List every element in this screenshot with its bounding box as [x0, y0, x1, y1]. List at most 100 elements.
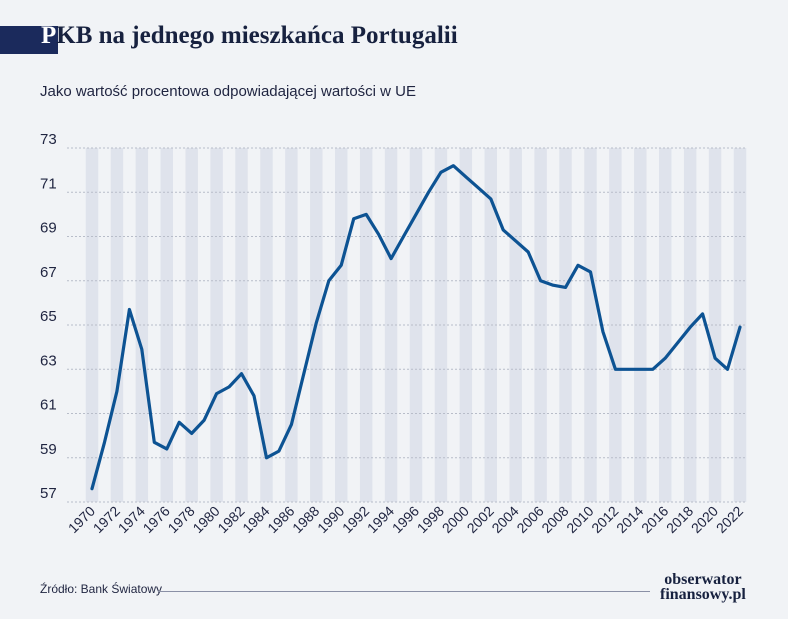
data-point [277, 449, 281, 453]
data-point [178, 421, 181, 424]
data-point [227, 385, 231, 389]
data-point [364, 213, 368, 216]
x-tick-label: 2004 [488, 503, 521, 536]
x-tick-label: 1994 [364, 503, 397, 536]
data-point [302, 372, 306, 375]
year-stripe [235, 148, 248, 502]
x-tick-label: 2018 [663, 503, 696, 536]
data-point [252, 394, 256, 397]
y-tick-label: 59 [40, 441, 57, 458]
data-point [639, 368, 642, 371]
data-point [713, 356, 717, 360]
x-tick-label: 1998 [414, 503, 447, 536]
title-text: KB na jednego mieszkańca Portugalii [56, 22, 458, 49]
year-stripe [559, 148, 572, 502]
data-point [315, 321, 318, 324]
data-point [115, 390, 119, 393]
year-stripe [135, 148, 149, 502]
year-stripe [260, 148, 273, 502]
x-tick-label: 1974 [115, 503, 148, 536]
data-point [477, 186, 480, 190]
data-point [402, 235, 405, 238]
data-point [240, 372, 243, 375]
x-tick-label: 1976 [140, 503, 173, 536]
chart-subtitle: Jako wartość procentowa odpowiadającej w… [40, 83, 417, 100]
data-point [526, 250, 530, 254]
x-tick-label: 2020 [688, 503, 721, 536]
data-point [514, 239, 517, 243]
y-tick-label: 65 [40, 308, 57, 325]
data-point [165, 447, 168, 451]
x-tick-label: 2016 [638, 503, 671, 536]
data-point [489, 197, 492, 201]
y-tick-label: 67 [40, 264, 57, 281]
data-point [464, 175, 468, 178]
y-tick-label: 69 [40, 220, 57, 237]
data-point [651, 368, 654, 371]
data-point [427, 191, 430, 194]
x-tick-label: 1978 [164, 503, 197, 536]
data-point [601, 330, 605, 333]
x-tick-label: 1992 [339, 503, 372, 536]
data-point [265, 456, 268, 459]
x-tick-label: 2012 [588, 503, 621, 536]
x-tick-label: 1988 [289, 503, 322, 536]
year-stripe [584, 148, 597, 502]
data-point [502, 228, 505, 232]
data-point [626, 368, 630, 371]
x-tick-label: 2010 [563, 503, 596, 536]
data-point [439, 171, 443, 174]
data-point [551, 283, 555, 287]
data-point [103, 441, 106, 444]
x-tick-label: 2006 [513, 503, 546, 536]
y-tick-label: 61 [40, 397, 57, 414]
data-point [327, 279, 330, 282]
data-point [215, 392, 218, 395]
title-first-letter: P [41, 22, 57, 49]
source-divider [158, 591, 650, 592]
data-point [589, 270, 592, 274]
x-tick-label: 1972 [90, 503, 123, 536]
x-tick-label: 1980 [189, 503, 222, 536]
year-stripe [459, 148, 473, 502]
data-point [190, 432, 193, 435]
data-point [140, 348, 144, 351]
data-point [676, 341, 679, 344]
x-tick-label: 2002 [464, 503, 497, 536]
y-tick-label: 73 [40, 131, 57, 148]
data-point [688, 326, 692, 329]
y-tick-label: 57 [40, 485, 57, 502]
data-point [576, 264, 580, 267]
x-tick-label: 1990 [314, 503, 347, 536]
x-tick-label: 2022 [713, 503, 746, 536]
data-point [664, 356, 667, 360]
x-tick-label: 2014 [613, 503, 646, 536]
title-accent-block [0, 26, 58, 54]
y-tick-label: 63 [40, 352, 57, 369]
x-tick-label: 1984 [239, 503, 272, 536]
x-tick-label: 2008 [538, 503, 571, 536]
x-tick-label: 1982 [214, 503, 247, 536]
data-point [614, 368, 617, 371]
x-tick-label: 1970 [65, 503, 98, 536]
data-point [377, 233, 380, 236]
data-point [290, 423, 293, 426]
x-tick-label: 1986 [264, 503, 297, 536]
data-point [90, 487, 94, 490]
data-point [340, 264, 343, 267]
data-point [452, 164, 455, 167]
data-point [153, 441, 156, 444]
data-point [701, 312, 704, 316]
data-point [564, 286, 567, 289]
data-point [352, 217, 355, 220]
data-point [389, 257, 393, 260]
data-point [414, 213, 418, 216]
data-point [128, 308, 131, 311]
logo-line-2: finansowy.pl [660, 586, 746, 603]
logo-line-1: obserwator [664, 571, 742, 588]
data-point [738, 326, 742, 329]
data-point [726, 368, 729, 371]
publisher-logo: obserwator finansowy.pl [660, 571, 746, 603]
data-point [539, 279, 542, 282]
